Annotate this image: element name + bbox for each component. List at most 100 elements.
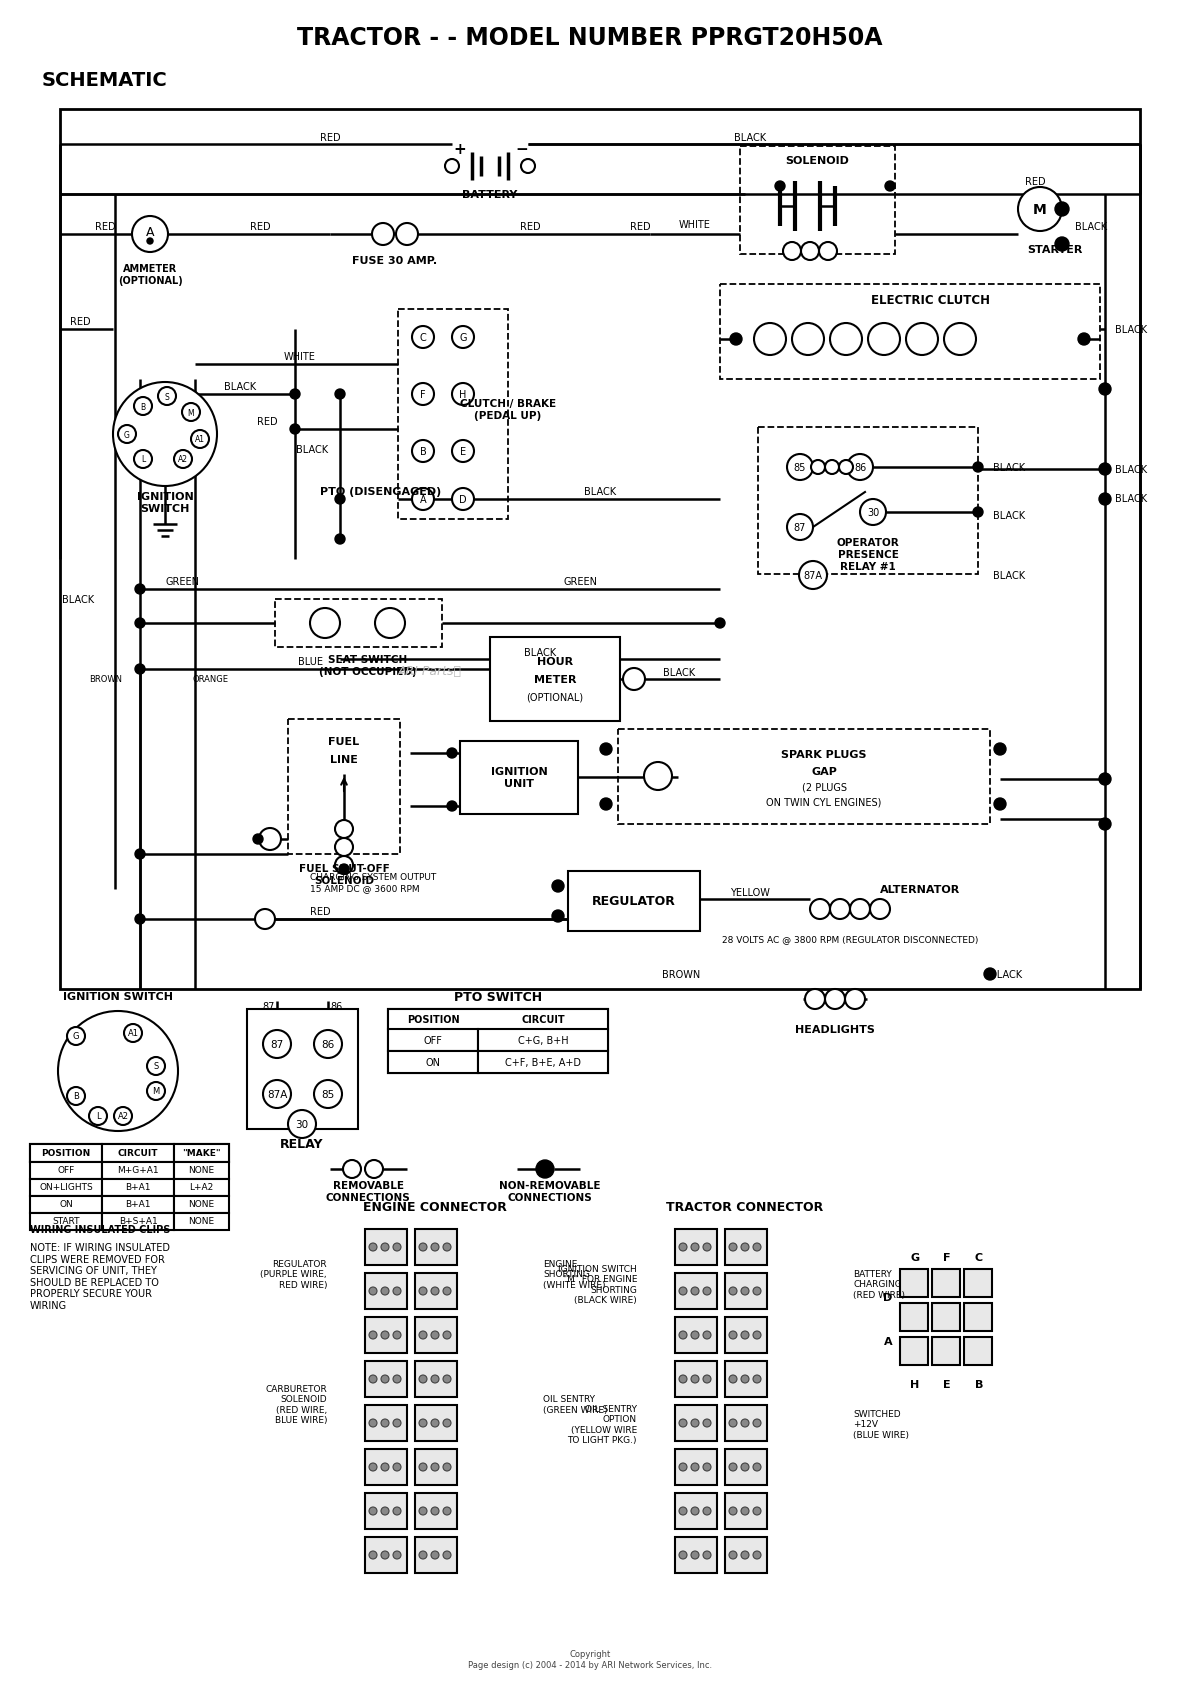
Text: BLACK: BLACK bbox=[990, 969, 1022, 980]
Text: BLACK: BLACK bbox=[994, 463, 1025, 473]
Circle shape bbox=[452, 441, 474, 463]
Text: ENGINE CONNECTOR: ENGINE CONNECTOR bbox=[363, 1201, 507, 1214]
Text: STARTER: STARTER bbox=[1028, 245, 1083, 255]
Bar bbox=[415, 1493, 457, 1529]
Bar bbox=[398, 309, 509, 520]
Text: BLUE: BLUE bbox=[297, 657, 322, 667]
Bar bbox=[247, 1010, 358, 1130]
Bar bbox=[173, 1213, 229, 1230]
Text: ON TWIN CYL ENGINES): ON TWIN CYL ENGINES) bbox=[766, 797, 881, 807]
Text: NOTE: IF WIRING INSULATED
CLIPS WERE REMOVED FOR
SERVICING OF UNIT, THEY
SHOULD : NOTE: IF WIRING INSULATED CLIPS WERE REM… bbox=[30, 1243, 170, 1311]
Circle shape bbox=[431, 1287, 439, 1295]
Text: BATTERY
CHARGING
(RED WIRE): BATTERY CHARGING (RED WIRE) bbox=[853, 1270, 905, 1299]
Text: G: G bbox=[911, 1252, 919, 1262]
Circle shape bbox=[994, 743, 1007, 755]
Text: OIL SENTRY
(GREEN WIRE): OIL SENTRY (GREEN WIRE) bbox=[543, 1395, 608, 1414]
Circle shape bbox=[393, 1375, 401, 1383]
Circle shape bbox=[792, 324, 824, 356]
Text: 87: 87 bbox=[263, 1002, 275, 1012]
Text: B: B bbox=[420, 446, 426, 456]
Text: A2: A2 bbox=[178, 456, 188, 464]
Text: SEAT SWITCH
(NOT OCCUPIED): SEAT SWITCH (NOT OCCUPIED) bbox=[319, 655, 417, 676]
Circle shape bbox=[442, 1507, 451, 1515]
Text: L: L bbox=[96, 1111, 100, 1121]
Circle shape bbox=[182, 404, 199, 422]
Text: M: M bbox=[152, 1086, 159, 1096]
Text: 87A: 87A bbox=[804, 571, 822, 581]
Bar bbox=[675, 1493, 717, 1529]
Text: SPARK PLUGS: SPARK PLUGS bbox=[781, 750, 867, 760]
Text: L: L bbox=[140, 456, 145, 464]
Bar bbox=[415, 1449, 457, 1485]
Bar bbox=[415, 1537, 457, 1572]
Text: NON-REMOVABLE
CONNECTIONS: NON-REMOVABLE CONNECTIONS bbox=[499, 1181, 601, 1203]
Circle shape bbox=[442, 1419, 451, 1427]
Circle shape bbox=[442, 1287, 451, 1295]
Text: AMMETER
(OPTIONAL): AMMETER (OPTIONAL) bbox=[118, 263, 183, 285]
Circle shape bbox=[173, 451, 192, 470]
Circle shape bbox=[431, 1463, 439, 1471]
Text: RELAY: RELAY bbox=[281, 1138, 323, 1150]
Circle shape bbox=[381, 1287, 389, 1295]
Circle shape bbox=[801, 243, 819, 260]
Circle shape bbox=[431, 1551, 439, 1559]
Bar bbox=[275, 600, 442, 647]
Circle shape bbox=[369, 1375, 376, 1383]
Text: ALTERNATOR: ALTERNATOR bbox=[880, 885, 961, 895]
Circle shape bbox=[691, 1551, 699, 1559]
Circle shape bbox=[419, 1551, 427, 1559]
Text: FUSE 30 AMP.: FUSE 30 AMP. bbox=[353, 255, 438, 265]
Text: (OPTIONAL): (OPTIONAL) bbox=[526, 692, 584, 703]
Circle shape bbox=[442, 1331, 451, 1339]
Text: BLACK: BLACK bbox=[1115, 493, 1147, 503]
Bar bbox=[725, 1405, 767, 1441]
Circle shape bbox=[419, 1243, 427, 1252]
Bar bbox=[365, 1274, 407, 1309]
Circle shape bbox=[148, 1083, 165, 1100]
Circle shape bbox=[288, 1110, 316, 1138]
Circle shape bbox=[148, 1057, 165, 1076]
Text: B: B bbox=[73, 1091, 79, 1101]
Bar bbox=[288, 720, 400, 855]
Circle shape bbox=[678, 1243, 687, 1252]
Text: POSITION: POSITION bbox=[41, 1149, 91, 1159]
Circle shape bbox=[753, 1331, 761, 1339]
Text: S: S bbox=[153, 1062, 158, 1071]
Bar bbox=[900, 1304, 927, 1331]
Circle shape bbox=[381, 1419, 389, 1427]
Circle shape bbox=[114, 1108, 132, 1125]
Circle shape bbox=[847, 454, 873, 481]
Bar bbox=[725, 1361, 767, 1397]
Bar bbox=[30, 1179, 101, 1196]
Text: ON: ON bbox=[426, 1057, 440, 1067]
Text: 87: 87 bbox=[270, 1039, 283, 1049]
Circle shape bbox=[753, 1243, 761, 1252]
Text: G: G bbox=[73, 1032, 79, 1040]
Circle shape bbox=[741, 1287, 749, 1295]
Circle shape bbox=[729, 1463, 738, 1471]
Text: E: E bbox=[460, 446, 466, 456]
Text: SWITCHED
+12V
(BLUE WIRE): SWITCHED +12V (BLUE WIRE) bbox=[853, 1409, 909, 1439]
Circle shape bbox=[393, 1331, 401, 1339]
Bar bbox=[675, 1230, 717, 1265]
Text: PTO SWITCH: PTO SWITCH bbox=[454, 991, 542, 1003]
Text: BLACK: BLACK bbox=[994, 571, 1025, 581]
Text: BROWN: BROWN bbox=[88, 676, 122, 684]
Bar bbox=[675, 1405, 717, 1441]
Circle shape bbox=[552, 910, 564, 922]
Circle shape bbox=[88, 1108, 107, 1125]
Bar bbox=[675, 1361, 717, 1397]
Bar bbox=[30, 1213, 101, 1230]
Text: OPERATOR
PRESENCE
RELAY #1: OPERATOR PRESENCE RELAY #1 bbox=[837, 539, 899, 571]
Circle shape bbox=[678, 1463, 687, 1471]
Circle shape bbox=[1018, 187, 1062, 231]
Text: BLACK: BLACK bbox=[994, 510, 1025, 520]
Circle shape bbox=[1099, 774, 1112, 785]
Text: 85: 85 bbox=[321, 1089, 335, 1100]
Circle shape bbox=[419, 1419, 427, 1427]
Text: BLACK: BLACK bbox=[296, 444, 328, 454]
Circle shape bbox=[825, 990, 845, 1010]
Text: S: S bbox=[165, 392, 170, 402]
Circle shape bbox=[729, 1551, 738, 1559]
Text: G: G bbox=[124, 431, 130, 439]
